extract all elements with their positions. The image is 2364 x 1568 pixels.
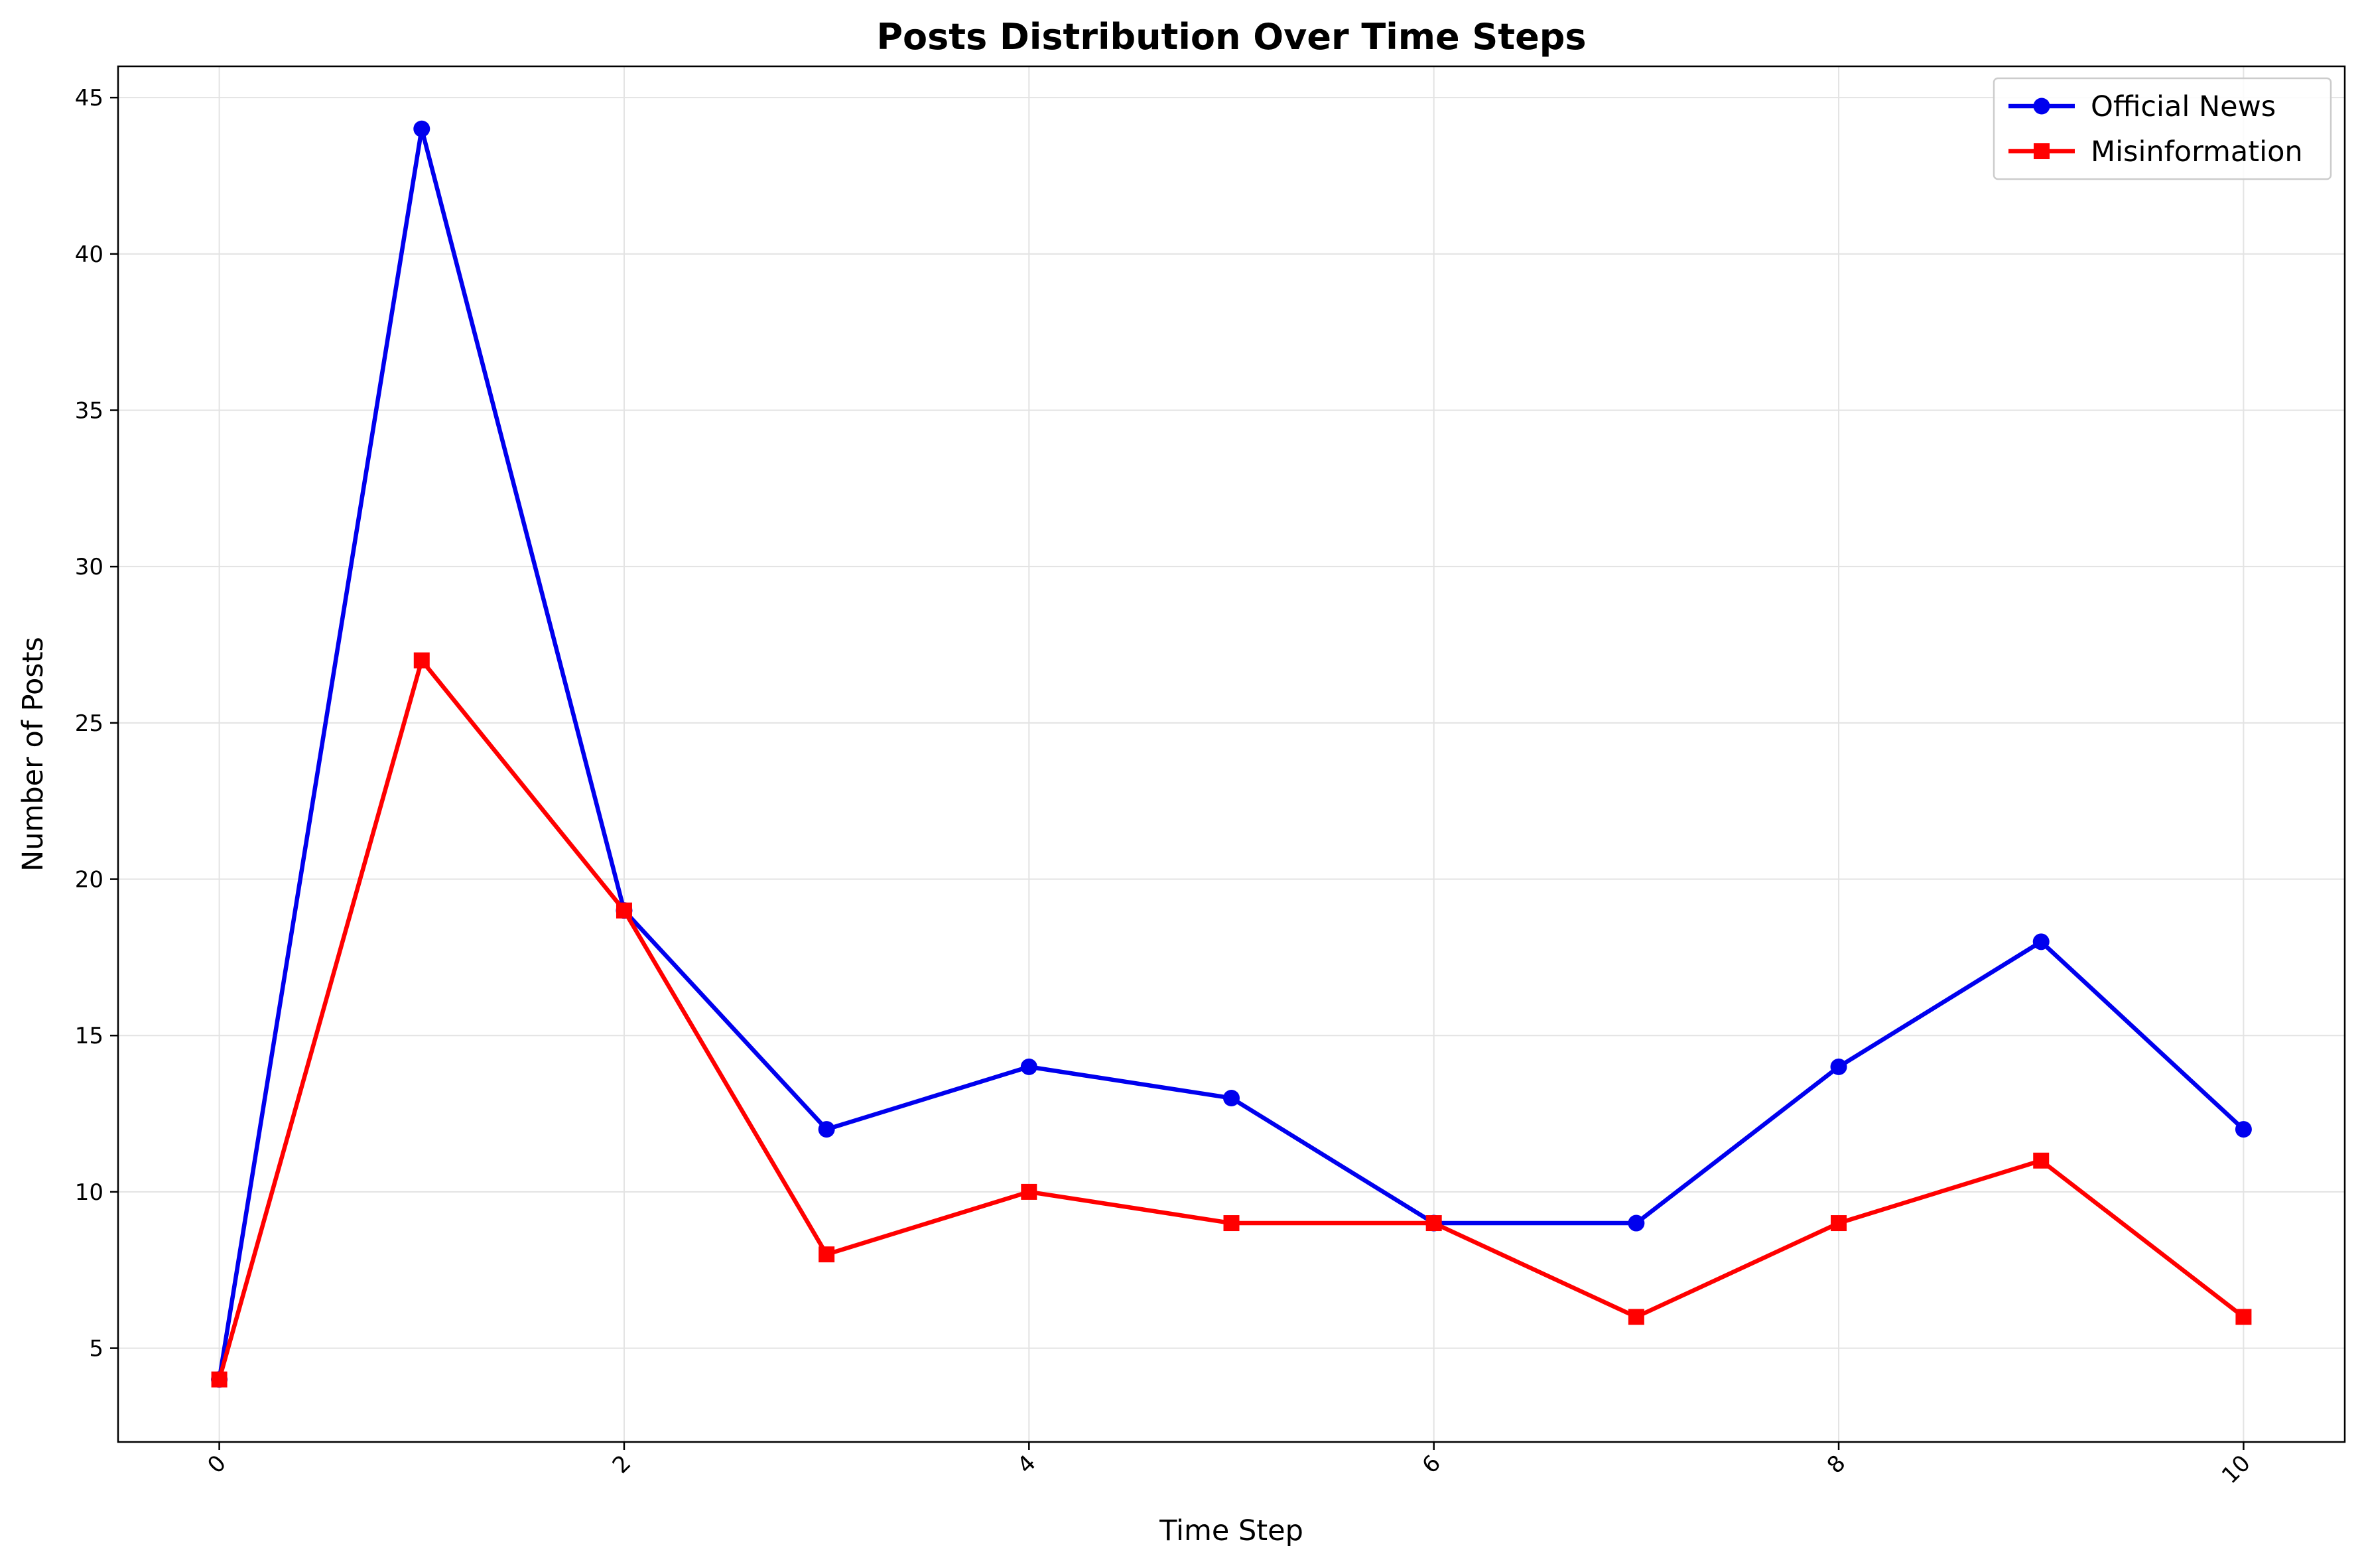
- data-point: [413, 652, 430, 669]
- y-tick-label: 35: [75, 398, 103, 425]
- series-misinformation: [211, 652, 2252, 1388]
- grid-lines: [118, 66, 2345, 1442]
- y-tick-label: 40: [75, 241, 103, 268]
- legend-marker: [2034, 143, 2050, 159]
- legend: Official News Misinformation: [1993, 77, 2332, 180]
- data-point: [1021, 1183, 1037, 1200]
- legend-marker: [2033, 98, 2050, 115]
- data-point: [413, 120, 430, 137]
- plot-area-frame: [117, 65, 2346, 1443]
- legend-item: Misinformation: [2008, 135, 2303, 168]
- legend-box: [1993, 77, 2332, 180]
- x-axis-label: Time Step: [1159, 1514, 1303, 1547]
- y-tick-label: 45: [75, 85, 103, 111]
- data-point: [211, 1371, 228, 1388]
- data-point: [1628, 1214, 1645, 1232]
- data-point: [2032, 933, 2050, 950]
- y-tick-label: 15: [75, 1023, 103, 1049]
- data-point: [1223, 1090, 1240, 1106]
- data-point: [2235, 1121, 2252, 1138]
- y-tick-label: 5: [89, 1336, 103, 1362]
- data-point: [2235, 1309, 2252, 1325]
- series-layer: [211, 120, 2252, 1388]
- data-point: [1425, 1215, 1442, 1232]
- data-point: [1628, 1309, 1644, 1325]
- data-point: [1831, 1215, 1847, 1232]
- chart-title: Posts Distribution Over Time Steps: [876, 16, 1586, 58]
- data-point: [2033, 1152, 2050, 1169]
- y-axis-label: Number of Posts: [17, 637, 50, 872]
- data-point: [819, 1246, 835, 1263]
- data-point: [1020, 1058, 1037, 1075]
- data-point: [818, 1121, 835, 1138]
- data-point: [1830, 1058, 1847, 1075]
- y-tick-label: 25: [75, 710, 103, 737]
- y-axis-ticks: 5 10 15 20 25 30 35 40 45: [75, 85, 118, 1362]
- legend-item: Official News: [2008, 90, 2276, 123]
- legend-label: Official News: [2091, 90, 2276, 123]
- data-point: [1223, 1215, 1240, 1232]
- y-tick-label: 10: [75, 1179, 103, 1206]
- legend-label: Misinformation: [2091, 135, 2303, 168]
- y-tick-label: 20: [75, 867, 103, 893]
- y-tick-label: 30: [75, 554, 103, 580]
- data-point: [616, 902, 632, 919]
